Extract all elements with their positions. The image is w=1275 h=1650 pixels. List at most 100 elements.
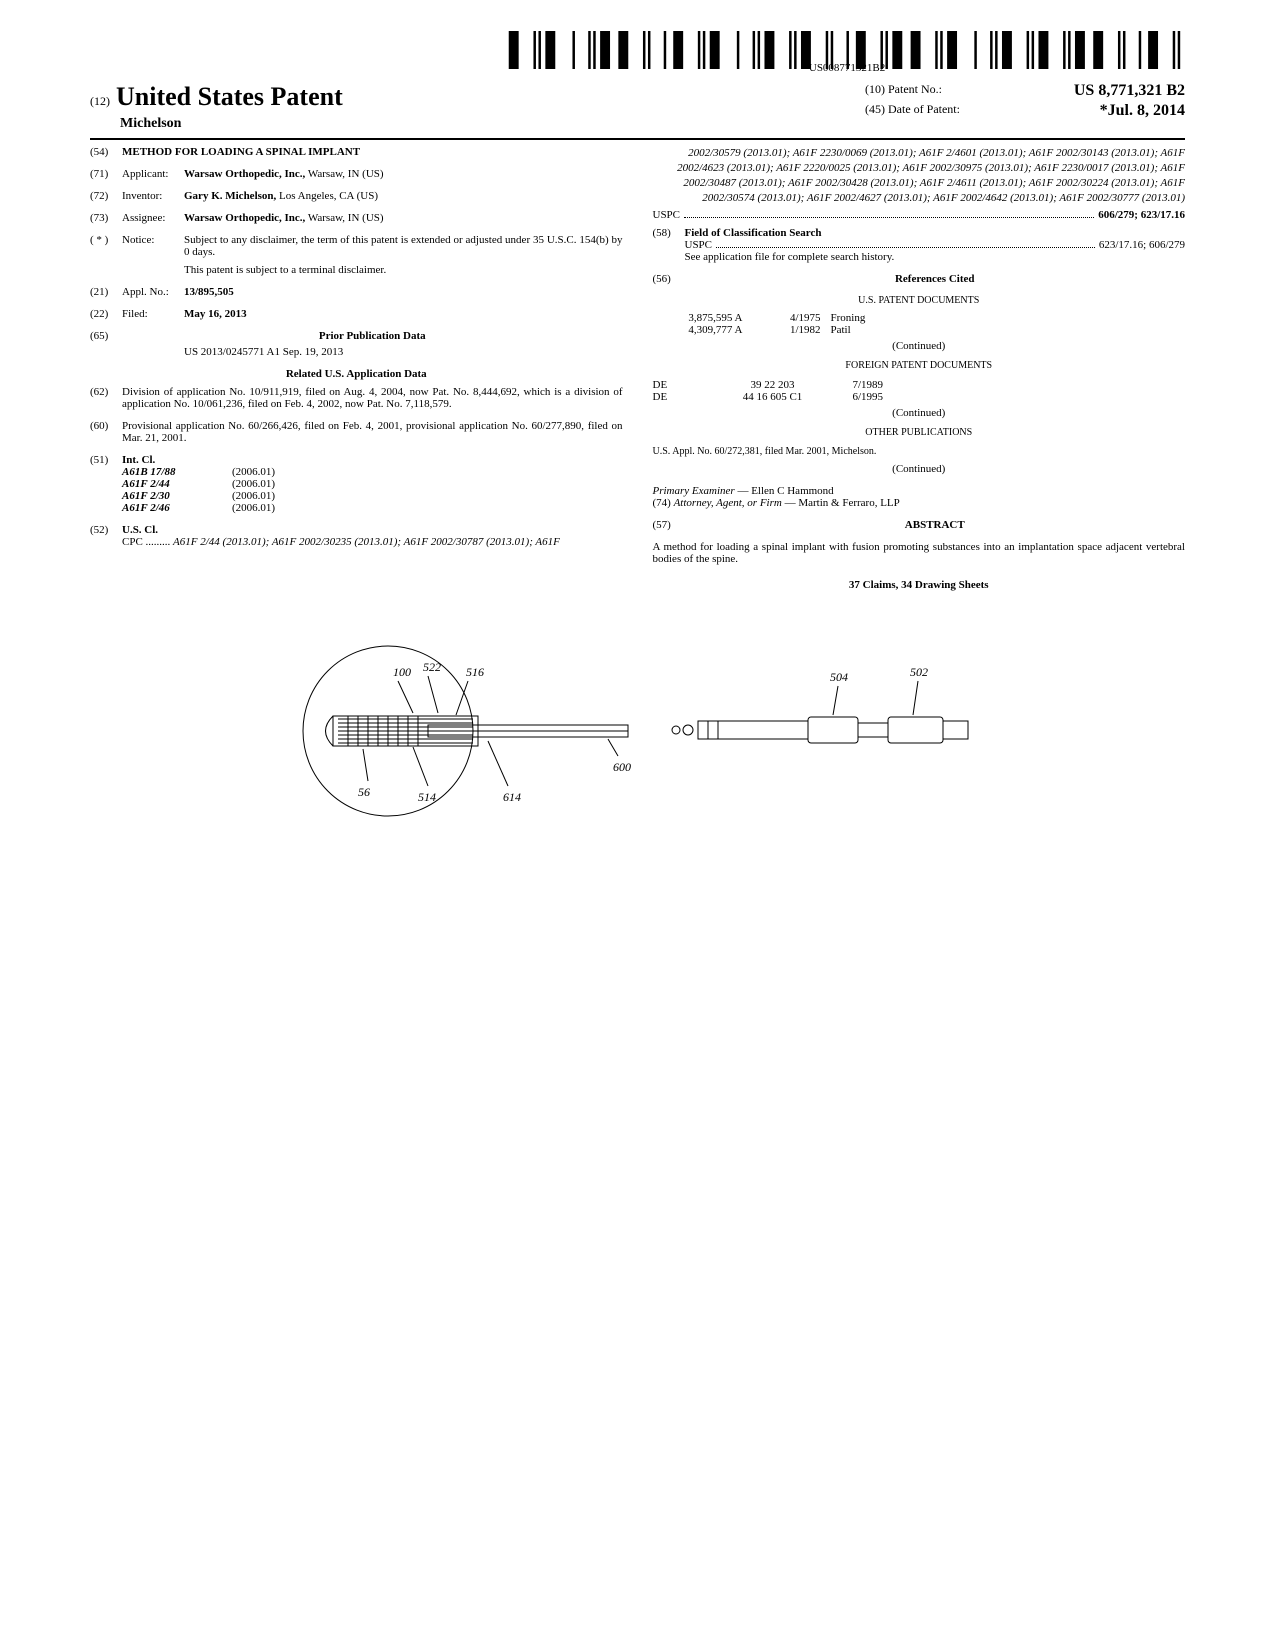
- header: (12) United States Patent Michelson (10)…: [90, 82, 1185, 140]
- foreign-refs-table: DE 39 22 203 7/1989 DE 44 16 605 C1 6/19…: [653, 379, 1186, 403]
- fp-no: 39 22 203: [693, 379, 853, 391]
- header-author: Michelson: [120, 116, 343, 132]
- continued-1: (Continued): [653, 340, 1186, 352]
- examiner-line: Primary Examiner — Ellen C Hammond: [653, 485, 1186, 497]
- uspc-label: USPC: [653, 209, 681, 221]
- body-columns: (54) METHOD FOR LOADING A SPINAL IMPLANT…: [90, 146, 1185, 591]
- related-div-section: (62) Division of application No. 10/911,…: [90, 386, 623, 410]
- field-num: ( * ): [90, 234, 122, 276]
- applno-value: 13/895,505: [184, 286, 623, 298]
- filed-value: May 16, 2013: [184, 308, 623, 320]
- field-num: (65): [90, 330, 122, 342]
- assignee-section: (73) Assignee: Warsaw Orthopedic, Inc., …: [90, 212, 623, 224]
- intcl-row: A61F 2/44 (2006.01): [122, 478, 623, 490]
- us-docs-heading: U.S. PATENT DOCUMENTS: [653, 295, 1186, 306]
- inventor-loc: Los Angeles, CA (US): [276, 190, 378, 202]
- field-num: (52): [90, 524, 122, 536]
- priorpub-line: US 2013/0245771 A1 Sep. 19, 2013: [184, 346, 623, 358]
- fp-date: 6/1995: [853, 391, 933, 403]
- fig-label: 514: [418, 790, 436, 804]
- field-label: Appl. No.:: [122, 286, 184, 298]
- field-num: (60): [90, 420, 122, 444]
- refs-section: (56) References Cited: [653, 273, 1186, 285]
- field-label: Assignee:: [122, 212, 184, 224]
- intcl-ver: (2006.01): [232, 490, 275, 502]
- fig-label: 100: [393, 665, 411, 679]
- assignee-loc: Warsaw, IN (US): [305, 212, 383, 224]
- field-num: (72): [90, 190, 122, 202]
- related-div-text: Division of application No. 10/911,919, …: [122, 386, 623, 410]
- uspc-value: 606/279; 623/17.16: [1098, 209, 1185, 221]
- fs-uspc-label: USPC: [685, 239, 713, 251]
- patent-no: US 8,771,321 B2: [1005, 82, 1185, 100]
- intcl-row: A61F 2/30 (2006.01): [122, 490, 623, 502]
- intcl-code: A61F 2/30: [122, 490, 232, 502]
- fig-label: 516: [466, 665, 484, 679]
- notice-text-2: This patent is subject to a terminal dis…: [184, 264, 623, 276]
- fs-uspc-value: 623/17.16; 606/279: [1099, 239, 1185, 251]
- barcode-bars: ▌║▌│║▌▌║│▌║▌│║▌║▌║│▌║▌▌║▌│║▌║▌║▌▌║│▌║: [509, 40, 1185, 60]
- intcl-code: A61F 2/44: [122, 478, 232, 490]
- applicant-section: (71) Applicant: Warsaw Orthopedic, Inc.,…: [90, 168, 623, 180]
- barcode-region: ▌║▌│║▌▌║│▌║▌│║▌║▌║│▌║▌▌║▌│║▌║▌║▌▌║│▌║ US…: [90, 40, 1185, 74]
- cpc-continued: 2002/30579 (2013.01); A61F 2230/0069 (20…: [653, 146, 1186, 205]
- related-heading: Related U.S. Application Data: [90, 368, 623, 380]
- assignee-name: Warsaw Orthopedic, Inc.,: [184, 212, 305, 224]
- ref-row: 4,309,777 A 1/1982 Patil: [653, 324, 1186, 336]
- notice-text: Subject to any disclaimer, the term of t…: [184, 234, 623, 276]
- foreign-docs-heading: FOREIGN PATENT DOCUMENTS: [653, 360, 1186, 371]
- field-label: Filed:: [122, 308, 184, 320]
- intcl-ver: (2006.01): [232, 466, 275, 478]
- fp-date: 7/1989: [853, 379, 933, 391]
- field-num: (54): [90, 146, 122, 158]
- field-num: (71): [90, 168, 122, 180]
- ref-no: 3,875,595 A: [653, 312, 751, 324]
- field-search-note: See application file for complete search…: [685, 251, 1186, 263]
- priorpub-heading: Prior Publication Data: [122, 330, 623, 342]
- intcl-ver: (2006.01): [232, 502, 275, 514]
- abstract-heading: ABSTRACT: [685, 519, 1186, 531]
- priorpub-section: (65) Prior Publication Data US 2013/0245…: [90, 330, 623, 358]
- field-label: Applicant:: [122, 168, 184, 180]
- field-num: (22): [90, 308, 122, 320]
- field-num: (57): [653, 519, 685, 531]
- examiner-label: Primary Examiner: [653, 485, 735, 497]
- fig-label: 522: [423, 660, 441, 674]
- field-label: Notice:: [122, 234, 184, 276]
- intcl-label: Int. Cl.: [122, 454, 155, 466]
- header-title: United States Patent: [116, 82, 343, 112]
- left-column: (54) METHOD FOR LOADING A SPINAL IMPLANT…: [90, 146, 623, 591]
- barcode: ▌║▌│║▌▌║│▌║▌│║▌║▌║│▌║▌▌║▌│║▌║▌║▌▌║│▌║ US…: [509, 40, 1185, 74]
- fig-label: 614: [503, 790, 521, 804]
- ref-row: DE 39 22 203 7/1989: [653, 379, 1186, 391]
- dots-leader: [684, 209, 1094, 218]
- ref-no: 4,309,777 A: [653, 324, 751, 336]
- other-pub-text: U.S. Appl. No. 60/272,381, filed Mar. 20…: [653, 446, 1186, 457]
- field-search-label: Field of Classification Search: [685, 227, 822, 239]
- field-label: Inventor:: [122, 190, 184, 202]
- ref-name: Froning: [831, 312, 1186, 324]
- intcl-ver: (2006.01): [232, 478, 275, 490]
- inventor-value: Gary K. Michelson, Los Angeles, CA (US): [184, 190, 623, 202]
- attorney-label: Attorney, Agent, or Firm: [674, 497, 782, 509]
- uscl-section: (52) U.S. Cl. CPC ......... A61F 2/44 (2…: [90, 524, 623, 548]
- header-right: (10) Patent No.: US 8,771,321 B2 (45) Da…: [865, 82, 1185, 132]
- fp-no: 44 16 605 C1: [693, 391, 853, 403]
- inventor-section: (72) Inventor: Gary K. Michelson, Los An…: [90, 190, 623, 202]
- fp-cc: DE: [653, 379, 693, 391]
- applicant-value: Warsaw Orthopedic, Inc., Warsaw, IN (US): [184, 168, 623, 180]
- related-prov-text: Provisional application No. 60/266,426, …: [122, 420, 623, 444]
- patent-figure: 100 522 516 56 514 614 600 504 502: [90, 621, 1185, 824]
- intcl-code: A61B 17/88: [122, 466, 232, 478]
- patent-no-label: (10) Patent No.:: [865, 82, 1005, 100]
- abstract-section: (57) ABSTRACT: [653, 519, 1186, 531]
- invention-title-section: (54) METHOD FOR LOADING A SPINAL IMPLANT: [90, 146, 623, 158]
- continued-3: (Continued): [653, 463, 1186, 475]
- inventor-name: Gary K. Michelson,: [184, 190, 276, 202]
- attorney-num: (74): [653, 497, 671, 509]
- intcl-row: A61B 17/88 (2006.01): [122, 466, 623, 478]
- ref-row: DE 44 16 605 C1 6/1995: [653, 391, 1186, 403]
- dots-leader: [716, 239, 1095, 248]
- right-column: 2002/30579 (2013.01); A61F 2230/0069 (20…: [653, 146, 1186, 591]
- continued-2: (Continued): [653, 407, 1186, 419]
